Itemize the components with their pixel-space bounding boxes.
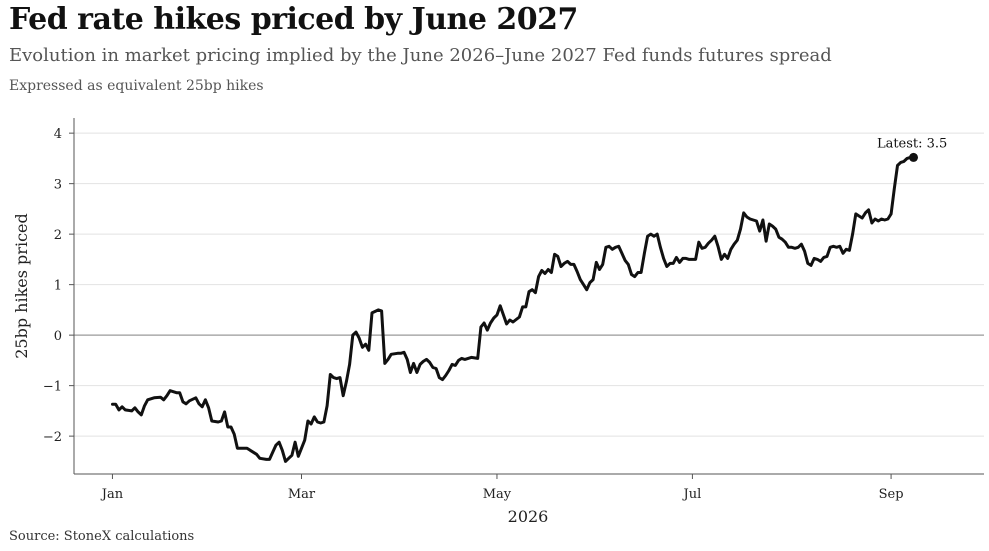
y-tick-label: −2 [43,430,62,445]
y-tick-label: 0 [54,329,62,344]
y-tick-label: 3 [54,178,62,193]
chart-note: Expressed as equivalent 25bp hikes [9,78,264,94]
gridlines [74,132,984,437]
series-line [111,155,915,463]
chart-subtitle: Evolution in market pricing implied by t… [9,45,832,66]
axes: −2 −1 0 1 2 3 4 Jan Mar May Jul Sep 2026 25bp hikes p… [12,118,984,526]
y-axis-title: 25bp hikes priced [12,213,31,359]
y-tick-label: 4 [54,127,62,142]
x-tick-label: Jul [682,487,702,502]
latest-label: Latest: 3.5 [877,136,947,151]
x-axis-title: 2026 [508,507,549,526]
x-tick-label: May [483,487,512,502]
source-note: Source: StoneX calculations [9,529,195,544]
y-tick-label: −1 [43,380,62,395]
series [111,152,919,463]
x-tick-label: Mar [288,487,316,502]
annotations: Latest: 3.5 [877,136,947,151]
y-tick-label: 1 [54,279,62,294]
x-tick-label: Jan [100,487,124,502]
x-tick-label: Sep [879,487,904,502]
y-tick-label: 2 [54,228,62,243]
latest-point [909,152,919,162]
chart-title: Fed rate hikes priced by June 2027 [9,2,578,37]
